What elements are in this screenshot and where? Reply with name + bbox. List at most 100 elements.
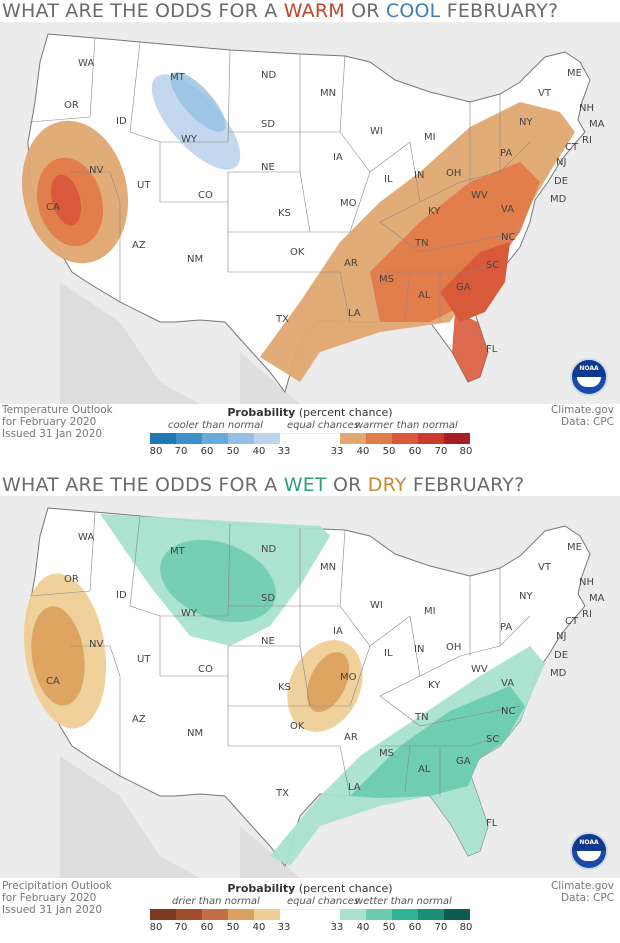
swatch-dry-40 xyxy=(254,909,280,920)
tick-label: 70 xyxy=(434,922,448,933)
state-label: DE xyxy=(554,176,568,187)
state-label: RI xyxy=(582,135,592,146)
state-label: WI xyxy=(370,600,383,611)
state-label: UT xyxy=(137,180,151,191)
temperature-panel: WHAT ARE THE ODDS FOR A WARM OR COOL FEB… xyxy=(0,0,620,470)
state-label: NM xyxy=(187,254,203,265)
title-wet: WET xyxy=(283,474,327,496)
state-label: AL xyxy=(418,290,431,301)
state-label: CA xyxy=(46,202,60,213)
title-dry: DRY xyxy=(367,474,407,496)
state-label: NE xyxy=(261,636,275,647)
tick-label: 70 xyxy=(174,922,188,933)
swatch-dry-70 xyxy=(176,909,202,920)
swatch-cool-70 xyxy=(176,433,202,444)
swatch-wet-60 xyxy=(392,909,418,920)
state-label: NJ xyxy=(556,631,566,642)
state-label: OH xyxy=(446,642,461,653)
state-label: PA xyxy=(500,148,512,159)
tick-label: 50 xyxy=(382,922,396,933)
title-part: WHAT ARE THE ODDS FOR A xyxy=(2,0,284,22)
precipitation-map: WA OR ID MT WY ND SD NE MN IA WI MI CA N… xyxy=(0,496,620,878)
temperature-map-svg: WA OR ID MT WY ND SD NE MN IA WI MI CA N… xyxy=(0,22,620,404)
state-label: KS xyxy=(278,208,291,219)
state-label: ME xyxy=(567,542,582,553)
state-label: IA xyxy=(333,152,343,163)
state-label: WY xyxy=(181,608,198,619)
state-label: CA xyxy=(46,676,60,687)
noaa-logo-text: NOAA xyxy=(579,365,599,372)
state-label: ND xyxy=(261,544,276,555)
state-label: ID xyxy=(116,590,127,601)
state-label: AZ xyxy=(132,240,146,251)
swatch-dry-80 xyxy=(150,909,176,920)
state-label: ND xyxy=(261,70,276,81)
state-label: CT xyxy=(565,142,579,153)
state-label: WV xyxy=(471,664,488,675)
source-line: Data: CPC xyxy=(561,416,614,428)
tick-label: 80 xyxy=(459,446,473,457)
info-line: Issued 31 Jan 2020 xyxy=(2,904,103,916)
state-label: WA xyxy=(78,532,94,543)
noaa-logo: NOAA xyxy=(570,832,608,870)
info-line: Precipitation Outlook xyxy=(2,880,112,892)
temperature-outlook-info: Temperature Outlook for February 2020 Is… xyxy=(2,404,113,440)
state-label: MN xyxy=(320,88,336,99)
state-label: NH xyxy=(579,103,594,114)
state-label: SD xyxy=(261,119,275,130)
precipitation-source-info: Climate.gov Data: CPC xyxy=(551,880,614,904)
state-label: ME xyxy=(567,68,582,79)
state-label: KY xyxy=(428,206,441,217)
state-label: MT xyxy=(170,546,186,557)
legend-swatches xyxy=(150,433,470,445)
state-label: OK xyxy=(290,247,305,258)
source-line: Data: CPC xyxy=(561,892,614,904)
legend-caption-dry: drier than normal xyxy=(172,896,260,907)
state-label: LA xyxy=(348,782,361,793)
tick-label: 40 xyxy=(356,446,370,457)
legend-title: Probability (percent chance) xyxy=(227,406,393,419)
state-label: IL xyxy=(384,174,393,185)
state-label: NV xyxy=(89,165,103,176)
swatch-cool-40 xyxy=(254,433,280,444)
title-part: OR xyxy=(344,0,386,22)
swatch-warm-80 xyxy=(444,433,470,444)
precipitation-legend: Probability (percent chance) drier than … xyxy=(149,882,473,937)
state-labels: WA OR ID MT WY ND SD NE MN IA WI MI CA N… xyxy=(46,532,605,829)
tick-label: 60 xyxy=(408,922,422,933)
tick-label: 60 xyxy=(200,446,214,457)
title-cool: COOL xyxy=(385,0,441,22)
source-line: Climate.gov xyxy=(550,880,614,892)
state-label: UT xyxy=(137,654,151,665)
tick-label: 70 xyxy=(434,446,448,457)
state-label: ID xyxy=(116,116,127,127)
state-label: VT xyxy=(538,562,552,573)
state-label: NM xyxy=(187,728,203,739)
state-label: TN xyxy=(414,238,429,249)
state-label: NH xyxy=(579,577,594,588)
state-label: MO xyxy=(340,672,357,683)
state-label: NC xyxy=(501,706,515,717)
precipitation-map-svg: WA OR ID MT WY ND SD NE MN IA WI MI CA N… xyxy=(0,496,620,878)
tick-label: 80 xyxy=(149,922,163,933)
tick-label: 60 xyxy=(200,922,214,933)
state-label: FL xyxy=(486,344,498,355)
state-label: PA xyxy=(500,622,512,633)
state-label: AL xyxy=(418,764,431,775)
swatch-dry-50 xyxy=(228,909,254,920)
state-label: AR xyxy=(344,258,358,269)
state-label: OH xyxy=(446,168,461,179)
tick-label: 33 xyxy=(277,922,291,933)
state-label: MI xyxy=(424,606,436,617)
precipitation-title: WHAT ARE THE ODDS FOR A WET OR DRY FEBRU… xyxy=(2,474,524,496)
state-label: MD xyxy=(550,668,567,679)
state-label: MT xyxy=(170,72,186,83)
swatch-cool-60 xyxy=(202,433,228,444)
title-part: OR xyxy=(326,474,368,496)
state-label: CO xyxy=(198,664,213,675)
swatch-equal xyxy=(280,909,340,921)
swatch-cool-50 xyxy=(228,433,254,444)
tick-label: 33 xyxy=(277,446,291,457)
swatch-wet-70 xyxy=(418,909,444,920)
tick-label: 50 xyxy=(382,446,396,457)
